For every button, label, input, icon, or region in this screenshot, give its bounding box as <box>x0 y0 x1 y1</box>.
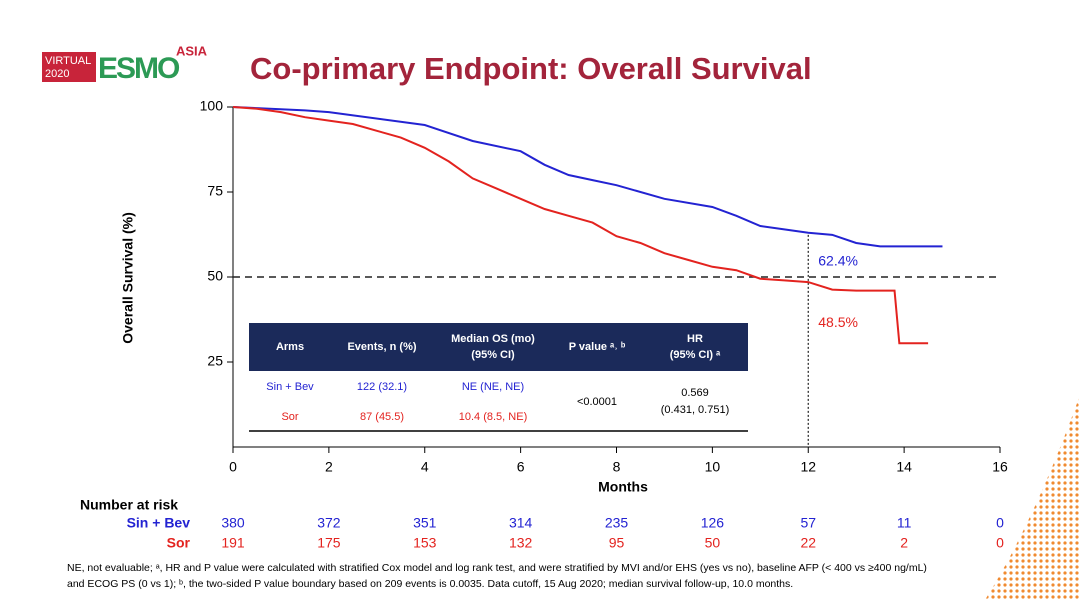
risk-label: Sin + Bev <box>127 515 191 531</box>
x-tick-label: 8 <box>613 459 621 475</box>
x-tick-label: 16 <box>992 459 1008 475</box>
x-tick-label: 12 <box>800 459 816 475</box>
decoration <box>985 395 1080 600</box>
y-tick-label: 75 <box>207 183 223 199</box>
risk-value: 351 <box>413 515 437 531</box>
logo-text: VIRTUAL <box>45 55 91 67</box>
risk-value: 132 <box>509 535 533 551</box>
table-header-text: Events, n (%) <box>347 341 416 353</box>
risk-value: 235 <box>605 515 629 531</box>
y-tick-label: 50 <box>207 268 223 284</box>
y-tick-label: 25 <box>207 353 223 369</box>
risk-label: Sor <box>167 535 191 551</box>
risk-value: 50 <box>705 535 721 551</box>
risk-value: 0 <box>996 515 1004 531</box>
footnote: NE, not evaluable; ᵃ, HR and P value wer… <box>67 562 927 574</box>
table-header-text: Arms <box>276 341 304 353</box>
table-header-text: (95% CI) ᵃ <box>670 349 721 361</box>
x-tick-label: 2 <box>325 459 333 475</box>
risk-title: Number at risk <box>80 497 178 513</box>
y-axis-label: Overall Survival (%) <box>120 212 136 344</box>
x-tick-label: 6 <box>517 459 525 475</box>
risk-value: 57 <box>800 515 816 531</box>
risk-value: 126 <box>701 515 725 531</box>
annotation: 48.5% <box>818 314 858 330</box>
x-tick-label: 14 <box>896 459 912 475</box>
table-cell: 87 (45.5) <box>360 411 404 423</box>
annotation: 62.4% <box>818 253 858 269</box>
risk-value: 153 <box>413 535 437 551</box>
logo-box <box>42 52 96 82</box>
table-cell: NE (NE, NE) <box>462 381 524 393</box>
chart-title: Co-primary Endpoint: Overall Survival <box>250 51 812 86</box>
risk-value: 175 <box>317 535 341 551</box>
table-cell: <0.0001 <box>577 396 617 408</box>
table-header <box>249 323 748 371</box>
table-header-text: (95% CI) <box>471 349 515 361</box>
risk-value: 22 <box>800 535 816 551</box>
risk-value: 191 <box>221 535 245 551</box>
x-tick-label: 4 <box>421 459 429 475</box>
table-cell: 0.569 <box>681 387 709 399</box>
table-cell: Sin + Bev <box>266 381 314 393</box>
risk-value: 0 <box>996 535 1004 551</box>
risk-value: 372 <box>317 515 341 531</box>
risk-value: 95 <box>609 535 625 551</box>
risk-value: 314 <box>509 515 533 531</box>
table-cell: 122 (32.1) <box>357 381 407 393</box>
x-tick-label: 10 <box>705 459 721 475</box>
footnote: and ECOG PS (0 vs 1); ᵇ, the two-sided P… <box>67 578 793 590</box>
table-header-text: HR <box>687 333 703 345</box>
x-tick-label: 0 <box>229 459 237 475</box>
survival-curve <box>232 106 943 248</box>
logo-brand: ESMO <box>98 52 180 85</box>
risk-value: 11 <box>897 515 912 531</box>
risk-value: 2 <box>900 535 908 551</box>
risk-value: 380 <box>221 515 245 531</box>
table-cell: Sor <box>281 411 298 423</box>
logo-region: ASIA <box>176 43 208 58</box>
table-header-text: P value ᵃ˒ ᵇ <box>569 341 626 353</box>
table-cell: (0.431, 0.751) <box>661 404 730 416</box>
table-cell: 10.4 (8.5, NE) <box>459 411 527 423</box>
x-axis-label: Months <box>598 479 648 495</box>
survival-curve <box>232 106 929 345</box>
y-tick-label: 100 <box>200 98 224 114</box>
logo-text: 2020 <box>45 68 69 80</box>
table-header-text: Median OS (mo) <box>451 333 535 345</box>
